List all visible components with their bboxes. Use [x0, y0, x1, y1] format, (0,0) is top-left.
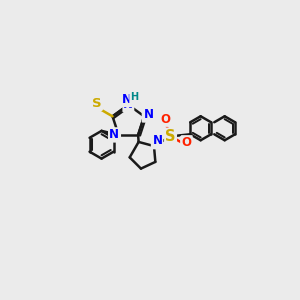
Text: N: N [109, 128, 119, 141]
Text: N: N [144, 108, 154, 121]
Text: N: N [152, 135, 162, 148]
Text: S: S [92, 97, 102, 110]
Text: N: N [110, 128, 120, 141]
Text: N: N [142, 109, 153, 122]
Text: O: O [160, 113, 170, 126]
Text: S: S [165, 129, 176, 144]
Text: S: S [165, 129, 176, 144]
Text: N: N [152, 134, 162, 148]
Text: O: O [181, 137, 191, 150]
Text: O: O [160, 113, 170, 126]
Text: O: O [182, 136, 192, 149]
Text: N: N [123, 98, 133, 111]
Text: H: H [129, 93, 138, 103]
Text: N: N [122, 93, 132, 106]
Text: H: H [130, 92, 138, 102]
Text: S: S [92, 97, 101, 110]
Text: N: N [122, 93, 132, 106]
